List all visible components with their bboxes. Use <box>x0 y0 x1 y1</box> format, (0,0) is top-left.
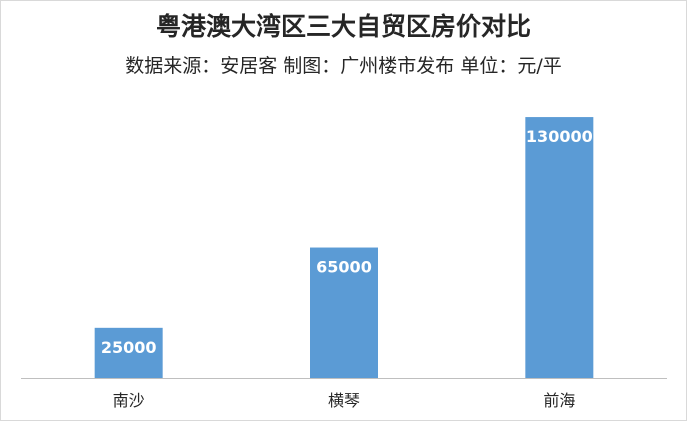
bar-3 <box>525 117 594 379</box>
chart-subtitle: 数据来源：安居客 制图：广州楼市发布 单位：元/平 <box>125 55 562 77</box>
data-label-2: 65000 <box>316 258 372 277</box>
data-label-1: 25000 <box>101 338 157 357</box>
x-tick-label-2: 横琴 <box>328 391 360 410</box>
bar-1 <box>94 327 163 378</box>
data-label-3: 130000 <box>526 127 593 146</box>
bar-2 <box>310 247 378 378</box>
chart-title: 粤港澳大湾区三大自贸区房价对比 <box>155 12 531 41</box>
x-tick-label-1: 南沙 <box>113 391 145 410</box>
x-tick-label-3: 前海 <box>543 391 575 410</box>
